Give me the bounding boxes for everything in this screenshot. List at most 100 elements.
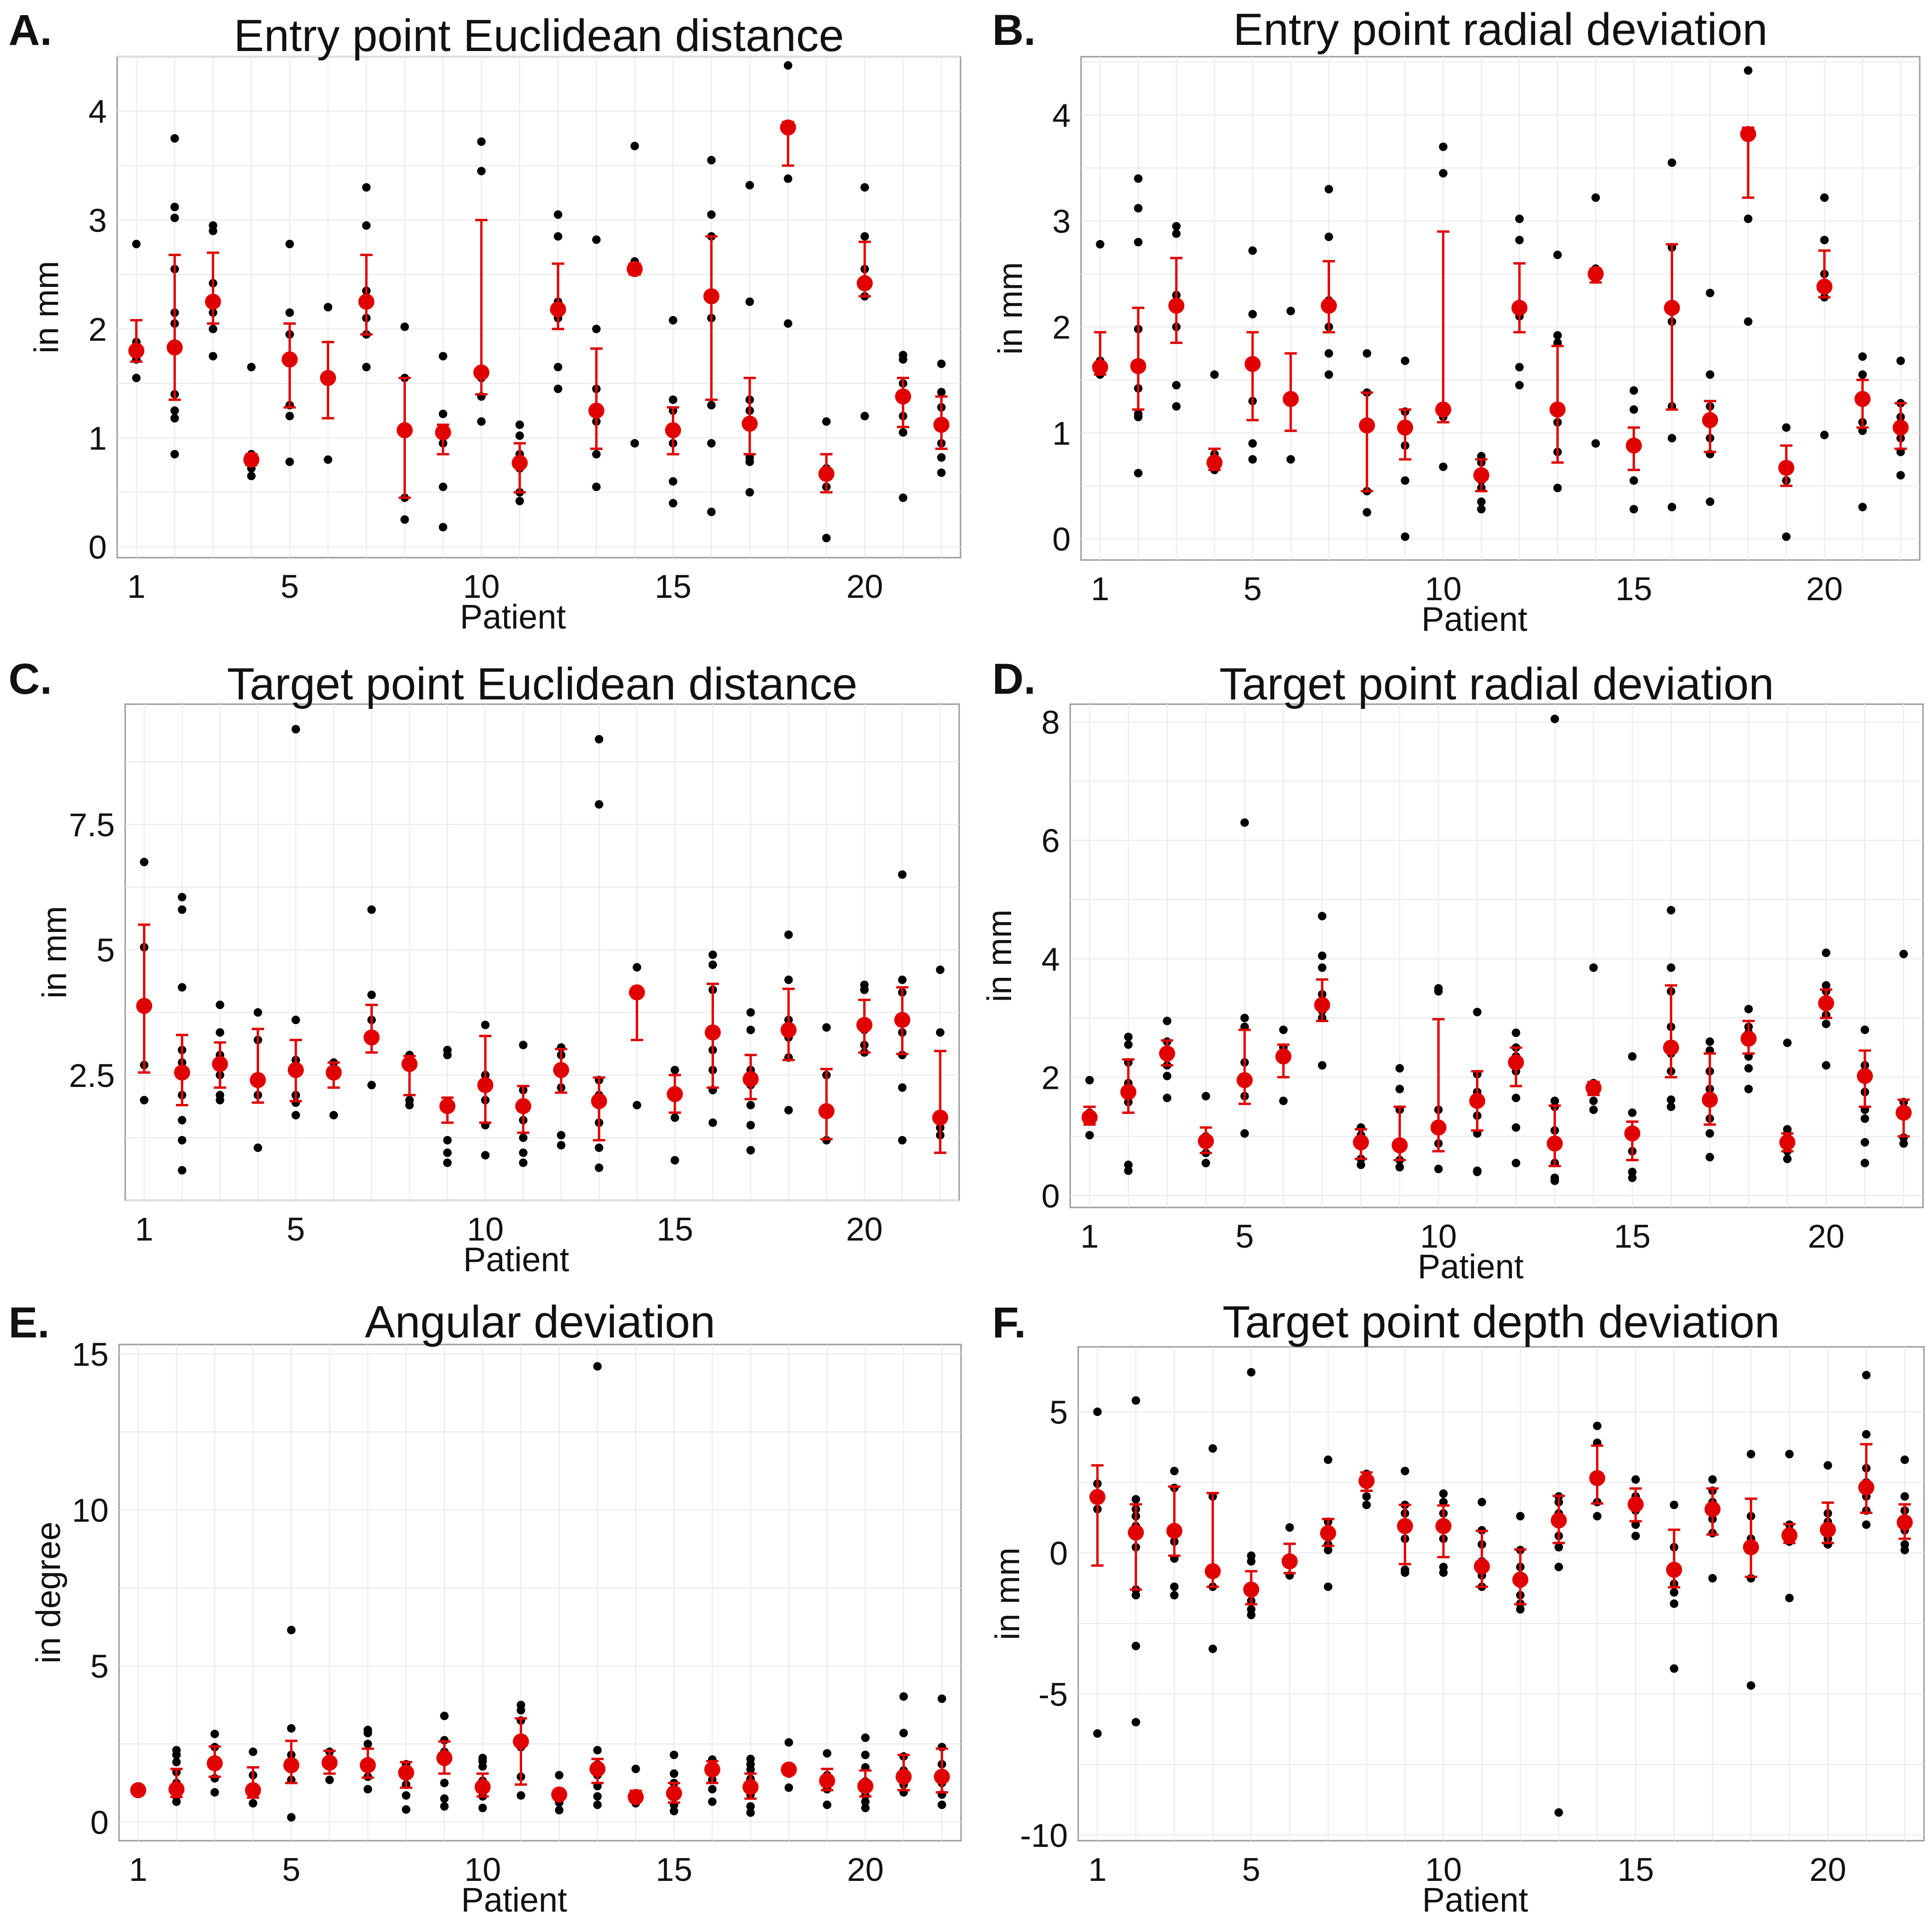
raw-point-p11-2	[519, 1133, 528, 1142]
raw-point-p17-6	[746, 1754, 755, 1763]
raw-point-p17-6	[746, 1008, 755, 1017]
raw-point-p4-4	[1208, 1444, 1217, 1453]
raw-point-p7-3	[363, 1740, 372, 1749]
mean-point-p20	[857, 1778, 874, 1794]
mean-point-p7	[358, 293, 375, 310]
y-tick-label: 2	[88, 311, 107, 348]
raw-point-p14-1	[1589, 1096, 1598, 1105]
raw-point-p4-0	[1208, 1644, 1217, 1653]
raw-point-p2-9	[178, 893, 187, 902]
mean-point-p8	[1358, 1473, 1375, 1489]
raw-point-p19-0	[1785, 1594, 1794, 1603]
mean-point-p21	[895, 388, 911, 405]
mean-point-p3	[1159, 1045, 1176, 1062]
raw-point-p21-5	[898, 975, 907, 984]
raw-point-p19-0	[1782, 532, 1791, 541]
raw-point-p4-3	[249, 1747, 258, 1756]
raw-point-p21-6	[1860, 1026, 1869, 1034]
x-tick-label: 20	[1806, 570, 1843, 607]
raw-point-p6-0	[1286, 455, 1295, 464]
raw-point-p22-5	[1900, 1492, 1909, 1501]
raw-point-p6-0	[1279, 1096, 1288, 1105]
mean-point-p6	[321, 1754, 338, 1771]
raw-point-p6-0	[325, 1775, 334, 1784]
mean-point-p11	[513, 1733, 529, 1750]
mean-point-p21	[1854, 391, 1871, 407]
plot-area	[124, 703, 960, 1201]
y-tick-label: -10	[1020, 1817, 1068, 1854]
raw-point-p16-0	[708, 1797, 717, 1806]
x-tick-label: 20	[846, 1211, 883, 1248]
raw-point-p7-0	[367, 1081, 376, 1090]
raw-point-p13-5	[592, 235, 601, 244]
y-tick-label: 5	[90, 1648, 109, 1685]
raw-point-p11-4	[515, 431, 524, 440]
raw-point-p11-0	[519, 1158, 528, 1167]
raw-point-p13-0	[1554, 1808, 1563, 1817]
mean-point-p12	[1511, 300, 1528, 316]
raw-point-p10-3	[1439, 142, 1448, 151]
raw-point-p22-0	[937, 1801, 946, 1810]
x-tick-label: 5	[1236, 1218, 1254, 1255]
mean-point-p14	[1589, 1470, 1606, 1486]
raw-point-p10-0	[481, 1151, 490, 1160]
mean-point-p2	[1130, 358, 1147, 374]
raw-point-p5-6	[1240, 818, 1249, 827]
raw-point-p3-0	[1170, 1591, 1179, 1600]
x-tick-label: 20	[1808, 1218, 1845, 1255]
mean-point-p7	[360, 1757, 376, 1774]
raw-point-p9-0	[1395, 1163, 1404, 1172]
raw-point-p10-6	[1439, 1489, 1448, 1498]
mean-point-p18	[781, 1761, 797, 1778]
raw-point-p14-4	[1589, 963, 1598, 972]
raw-point-p16-2	[707, 401, 716, 410]
mean-point-p13	[1549, 401, 1566, 418]
raw-point-p3-6	[208, 221, 217, 230]
panel-title: Entry point Euclidean distance	[234, 10, 844, 61]
raw-point-p8-1	[402, 1791, 411, 1800]
mean-point-p8	[1359, 417, 1375, 434]
raw-point-p20-0	[861, 1803, 870, 1812]
raw-point-p2-6	[1134, 238, 1143, 247]
raw-point-p12-2	[1511, 1094, 1520, 1103]
raw-point-p21-1	[898, 1083, 907, 1092]
raw-point-p20-6	[861, 1733, 870, 1742]
x-tick-label: 10	[1425, 570, 1462, 607]
y-tick-label: 5	[96, 932, 115, 969]
raw-point-p1-3	[1096, 240, 1105, 249]
raw-point-p11-5	[515, 420, 524, 429]
mean-point-p2	[168, 1781, 185, 1798]
mean-point-p15	[1627, 1496, 1644, 1513]
raw-point-p13-1	[593, 1792, 602, 1801]
raw-point-p9-1	[1400, 1565, 1409, 1574]
panel-title: Angular deviation	[365, 1297, 715, 1347]
raw-point-p22-5	[937, 1694, 946, 1703]
mean-point-p5	[288, 1062, 304, 1078]
y-tick-label: 2	[1052, 309, 1071, 346]
raw-point-p9-5	[1395, 1085, 1404, 1094]
raw-point-p21-0	[1860, 1159, 1869, 1168]
raw-point-p14-4	[1593, 1422, 1602, 1431]
raw-point-p2-2	[170, 406, 179, 415]
x-tick-label: 10	[463, 568, 500, 605]
raw-point-p17-6	[1708, 1475, 1717, 1484]
mean-point-p10	[1435, 401, 1451, 418]
y-tick-label: 3	[88, 202, 107, 239]
raw-point-p18-3	[784, 1738, 793, 1747]
raw-point-p13-1	[1550, 1173, 1559, 1182]
x-tick-label: 5	[1242, 1851, 1261, 1888]
mean-point-p18	[1740, 1030, 1757, 1047]
mean-point-p7	[1320, 1525, 1336, 1542]
raw-point-p21-0	[899, 493, 908, 502]
mean-point-p3	[212, 1056, 228, 1072]
mean-point-p10	[474, 1779, 491, 1795]
mean-point-p11	[1469, 1093, 1485, 1109]
mean-point-p2	[1120, 1084, 1137, 1100]
raw-point-p2-9	[1132, 1495, 1141, 1504]
raw-point-p22-0	[1899, 1139, 1908, 1148]
raw-point-p2-5	[172, 1758, 181, 1767]
y-tick-label: 6	[1041, 822, 1060, 859]
raw-point-p10-5	[1439, 1498, 1448, 1507]
raw-point-p10-0	[478, 1803, 487, 1812]
raw-point-p6-2	[324, 303, 333, 311]
